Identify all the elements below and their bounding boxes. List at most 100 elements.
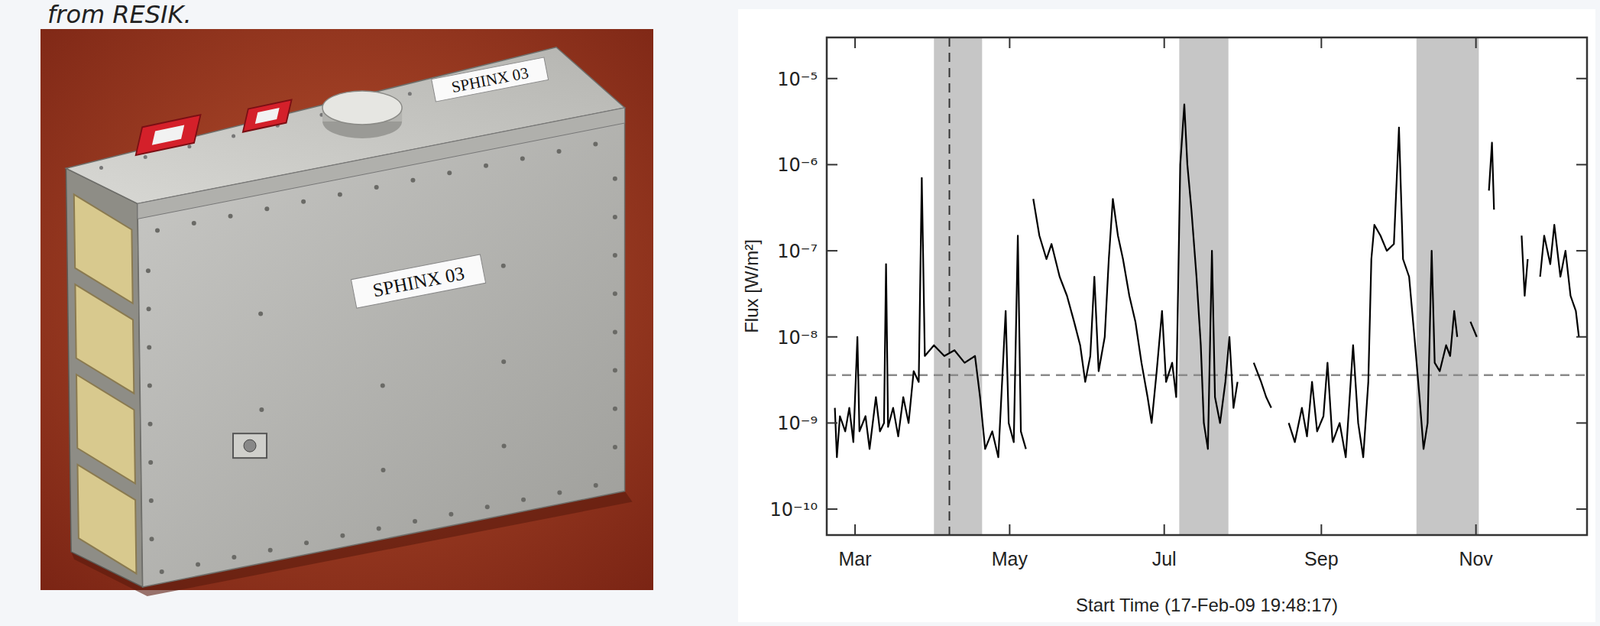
screw xyxy=(374,184,379,190)
cylinder-top xyxy=(322,90,402,125)
x-tick-label: Nov xyxy=(1458,547,1494,570)
box-label-bg xyxy=(431,57,549,102)
y-tick xyxy=(826,163,838,166)
screw xyxy=(381,467,386,473)
x-tick-label: Sep xyxy=(1304,547,1338,570)
screw xyxy=(228,213,234,219)
box-left-face xyxy=(65,168,143,587)
screw xyxy=(146,344,152,350)
y-tick xyxy=(826,421,838,424)
x-tick xyxy=(1320,524,1322,535)
y-tick-label: 10⁻⁷ xyxy=(777,240,818,263)
x-tick xyxy=(1008,37,1011,49)
x-tick xyxy=(854,524,856,535)
screw xyxy=(410,178,415,183)
y-tick xyxy=(1576,421,1588,424)
data-line xyxy=(835,104,1580,458)
reference-hline xyxy=(826,373,1588,376)
box-label: SPHINX 03 xyxy=(431,57,549,102)
screw xyxy=(187,144,192,149)
screw xyxy=(408,91,412,96)
connector-hole xyxy=(243,439,256,452)
screw xyxy=(231,133,236,138)
y-tick xyxy=(826,508,838,510)
screw xyxy=(557,148,562,154)
box-label: SPHINX 03 xyxy=(351,254,486,308)
y-tick xyxy=(1576,163,1588,166)
screw xyxy=(191,220,197,226)
red-tag-mark xyxy=(152,124,185,145)
screw xyxy=(147,383,153,389)
screw xyxy=(612,291,618,296)
screw xyxy=(231,554,237,560)
x-tick xyxy=(1475,524,1477,535)
x-tick xyxy=(1163,37,1166,49)
screw xyxy=(501,263,506,269)
screw xyxy=(148,421,153,427)
screw xyxy=(264,206,269,211)
screw xyxy=(412,518,418,524)
screw xyxy=(301,199,306,205)
y-tick xyxy=(1576,249,1588,252)
x-tick-label: Jul xyxy=(1152,547,1177,570)
screw xyxy=(159,569,165,574)
reference-vline xyxy=(948,37,951,535)
screw xyxy=(155,227,160,233)
screw xyxy=(612,214,618,220)
screw xyxy=(612,368,618,373)
screw xyxy=(143,155,148,159)
screw xyxy=(99,165,104,170)
header-text: from RESIK. xyxy=(47,0,192,30)
box-slot xyxy=(74,194,133,303)
box-label-text: SPHINX 03 xyxy=(370,262,466,302)
screw xyxy=(521,497,526,503)
box-slot xyxy=(77,464,137,574)
screw xyxy=(380,383,386,389)
plot-frame xyxy=(826,37,1588,535)
shaded-range xyxy=(1178,37,1228,535)
screw xyxy=(145,268,151,273)
y-tick-label: 10⁻⁹ xyxy=(777,412,818,435)
screw xyxy=(259,407,264,412)
screw xyxy=(593,482,599,488)
screw xyxy=(557,489,562,495)
screw xyxy=(502,443,507,449)
y-tick xyxy=(826,77,838,80)
screw xyxy=(195,561,201,567)
plot-data xyxy=(826,37,1588,535)
chart-panel xyxy=(738,9,1596,622)
y-tick xyxy=(1576,77,1588,80)
red-tag-body xyxy=(242,99,292,132)
x-tick-label: May xyxy=(991,547,1029,570)
box-slot xyxy=(76,374,136,484)
x-tick xyxy=(854,37,856,49)
y-tick xyxy=(826,336,838,338)
screw xyxy=(376,525,382,531)
shaded-range xyxy=(933,37,982,535)
screw xyxy=(612,176,618,182)
x-tick-label: Mar xyxy=(838,547,872,570)
y-tick-label: 10⁻⁶ xyxy=(777,154,818,176)
screw xyxy=(612,444,618,450)
screw xyxy=(148,459,153,465)
screw xyxy=(268,547,273,553)
connector xyxy=(233,433,267,458)
screw xyxy=(485,504,490,509)
screw xyxy=(446,170,452,175)
x-axis-title: Start Time (17-Feb-09 19:48:17) xyxy=(1075,594,1338,616)
screw xyxy=(340,533,345,538)
shaded-range xyxy=(1416,37,1480,535)
screw xyxy=(612,252,618,258)
y-tick xyxy=(826,249,838,252)
x-tick xyxy=(1008,524,1011,535)
screw xyxy=(612,406,618,412)
screw xyxy=(258,311,263,317)
red-tag xyxy=(136,114,201,156)
y-tick-label: 10⁻⁸ xyxy=(777,327,818,349)
x-tick xyxy=(1163,524,1166,535)
screw xyxy=(483,163,489,169)
page: from RESIK.SPHINX 03SPHINX 0310⁻¹⁰10⁻⁹10… xyxy=(0,0,1600,626)
box-label-bg xyxy=(351,254,486,308)
screw xyxy=(148,498,154,503)
chart: 10⁻¹⁰10⁻⁹10⁻⁸10⁻⁷10⁻⁶10⁻⁵MarMayJulSepNov… xyxy=(741,37,1588,616)
